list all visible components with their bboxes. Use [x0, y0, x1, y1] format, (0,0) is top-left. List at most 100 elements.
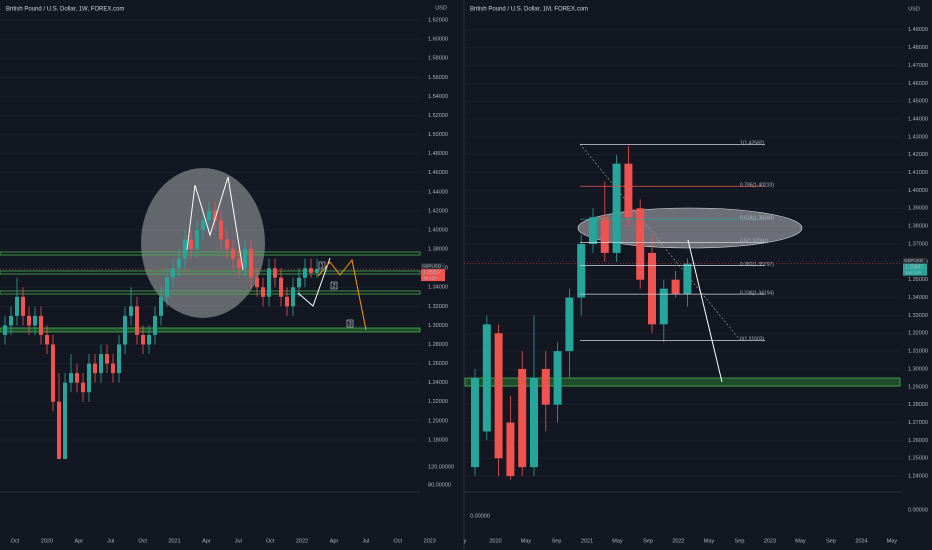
y-tick-label: 1.48000	[908, 45, 928, 51]
candle-body	[249, 249, 253, 278]
y-tick-label: 1.27000	[908, 420, 928, 426]
x-tick-label: Jul	[107, 538, 114, 544]
x-tick-label: May	[795, 538, 806, 544]
countdown: 4d 12h	[423, 275, 437, 280]
x-tick-label: Apr	[202, 538, 211, 544]
y-tick-label: 1.48000	[428, 151, 448, 157]
x-tick-label: Oct	[11, 538, 20, 544]
y-tick-label: 1.32000	[908, 331, 928, 337]
candle-body	[93, 363, 97, 374]
zone	[0, 251, 421, 256]
y-tick-label: 1.26000	[428, 361, 448, 367]
x-tick-label: Jul	[235, 538, 242, 544]
x-tick-label: Sep	[826, 538, 836, 544]
candle-body	[636, 208, 645, 280]
indicator-tick: 0.00000	[908, 507, 928, 513]
y-tick-label: 1.46000	[428, 170, 448, 176]
drawings-over: 1 2 3	[186, 176, 723, 383]
x-tick-label: Sep	[643, 538, 653, 544]
y-tick-label: 1.24000	[428, 380, 448, 386]
candle-body	[291, 287, 295, 307]
x-tick-label: Jul	[362, 538, 369, 544]
candle-body	[195, 230, 199, 250]
highlight-ellipse	[141, 168, 265, 318]
fib-label: 0.382(1.35797)	[740, 262, 774, 268]
candle-body	[297, 277, 301, 288]
y-tick-label: 1.60000	[428, 37, 448, 43]
zone	[0, 327, 421, 333]
y-tick-label: 1.45000	[908, 99, 928, 105]
candle-body	[189, 239, 193, 250]
x-tick-label: Apr	[75, 538, 84, 544]
y-tick-label: 1.34000	[428, 285, 448, 291]
candle-body	[506, 422, 515, 477]
y-tick-label: 1.25000	[908, 456, 928, 462]
candle-body	[315, 269, 319, 273]
candle-body	[39, 315, 43, 335]
candle-body	[27, 315, 31, 326]
y-tick-label: 1.40000	[428, 227, 448, 233]
candle-body	[530, 377, 538, 468]
fib-label: 0.618(1.38390)	[740, 216, 774, 222]
currency: USD	[908, 6, 920, 12]
candle-body	[589, 217, 597, 244]
x-tick-label: May	[521, 538, 532, 544]
candle-body	[207, 210, 211, 221]
wave-label: 3	[348, 322, 352, 328]
candle-body	[57, 401, 61, 459]
projection	[317, 258, 367, 331]
fib-label: 0.5(1.37091)	[740, 239, 769, 245]
y-tick-label: 1.32000	[428, 304, 448, 310]
x-tick-label: Oct	[266, 538, 275, 544]
x-tick-label: Sep	[735, 538, 745, 544]
candle-body	[565, 297, 574, 352]
fib-label: 0.236(1.34194)	[740, 290, 774, 296]
y-tick-label: 1.38000	[428, 247, 448, 253]
y-tick-label: 1.62000	[428, 18, 448, 24]
m-pattern	[186, 176, 244, 271]
y-tick-label: 1.46000	[908, 81, 928, 87]
currency: USD	[435, 5, 447, 11]
x-tick-label: y	[464, 538, 467, 544]
y-tick-label: 1.37000	[908, 241, 928, 247]
y-tick-label: 1.58000	[428, 56, 448, 62]
candle-body	[117, 344, 121, 374]
y-tick-label: 1.28000	[428, 342, 448, 348]
price-badge	[421, 269, 445, 282]
y-tick-label: 1.47000	[908, 63, 928, 69]
candle-body	[141, 334, 145, 345]
candle-body	[659, 288, 668, 325]
candle-body	[153, 315, 157, 335]
y-tick-label: 1.18000	[428, 437, 448, 443]
candle-body	[63, 382, 67, 459]
y-tick-label: 1.52000	[428, 113, 448, 119]
price-badge	[903, 263, 927, 276]
projection	[297, 257, 331, 307]
y-tick-label: 1.50000	[428, 132, 448, 138]
indicator-tick: 0.00000	[470, 513, 490, 519]
y-tick-label: 1.42000	[428, 208, 448, 214]
candle-body	[267, 268, 271, 297]
chart-title: British Pound / U.S. Dollar, 1W, FOREX.c…	[6, 7, 124, 13]
candle-body	[15, 296, 19, 316]
x-tick-label: 2023	[424, 538, 436, 544]
candle-body	[111, 363, 115, 374]
label-box	[346, 319, 354, 328]
candle-body	[273, 268, 277, 278]
candle-body	[75, 373, 79, 383]
fib-label: 1(1.42582)	[740, 141, 765, 147]
candle-body	[129, 306, 133, 316]
x-tick-label: Sep	[552, 538, 562, 544]
y-tick-label: 1.39000	[908, 206, 928, 212]
candle-body	[471, 377, 479, 468]
y-tick-label: 1.20000	[428, 418, 448, 424]
candle-body	[33, 315, 37, 326]
candle-body	[45, 334, 49, 345]
zone	[464, 377, 901, 387]
y-tick-label: 1.35000	[908, 277, 928, 283]
candle-body	[482, 324, 491, 432]
candle-body	[165, 277, 169, 297]
y-tick-label: 1.44000	[428, 189, 448, 195]
y-tick-label: 1.30000	[908, 366, 928, 372]
